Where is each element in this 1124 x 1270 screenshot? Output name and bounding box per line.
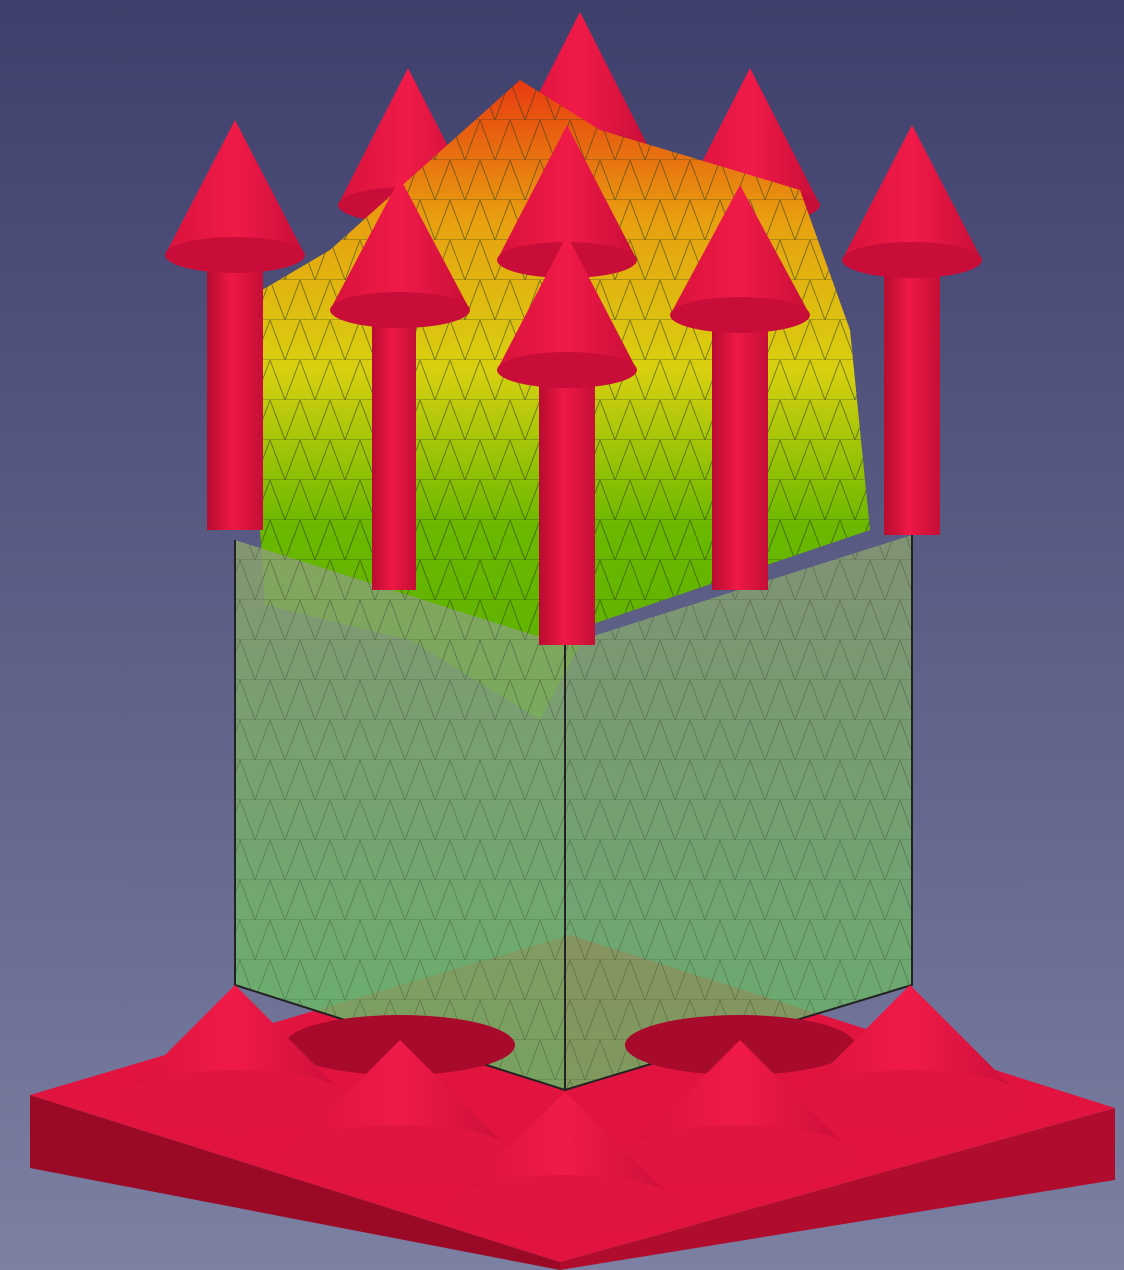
cone [120,985,350,1100]
arrow-cone [497,125,637,260]
box-edges [234,535,913,1092]
plate-side-left [30,1095,560,1270]
cone-base [120,1070,350,1130]
arrow-shaft [884,260,940,535]
cone [795,985,1025,1100]
arrow-cone-base [330,292,470,328]
arrow-cone [165,120,305,255]
arrow-cone-base [670,297,810,333]
arrow-cone-base [497,352,637,388]
mesh-lines [235,540,565,1090]
arrow-shaft [712,315,768,590]
arrow-cone [842,125,982,260]
cone [450,1092,680,1205]
arrow-cone-base [165,237,305,273]
arrow-shaft [539,370,595,645]
plate-side-right [560,1108,1115,1270]
cone-base [625,1125,855,1185]
arrow-cone-base [842,242,982,278]
arrow-cone [670,185,810,315]
arrow-shaft [207,255,263,530]
cone-base [795,1070,1025,1130]
load-arrows [165,120,982,645]
arrow-cone [497,235,637,370]
cone-base [285,1125,515,1185]
plate-top [30,935,1115,1262]
arrow-shaft [372,310,416,590]
cone-base [450,1175,680,1235]
arrow-cone [330,178,470,310]
cone [625,1040,855,1155]
mesh-lines [565,535,912,1090]
support-cones [120,985,1025,1235]
cone [285,1040,515,1155]
